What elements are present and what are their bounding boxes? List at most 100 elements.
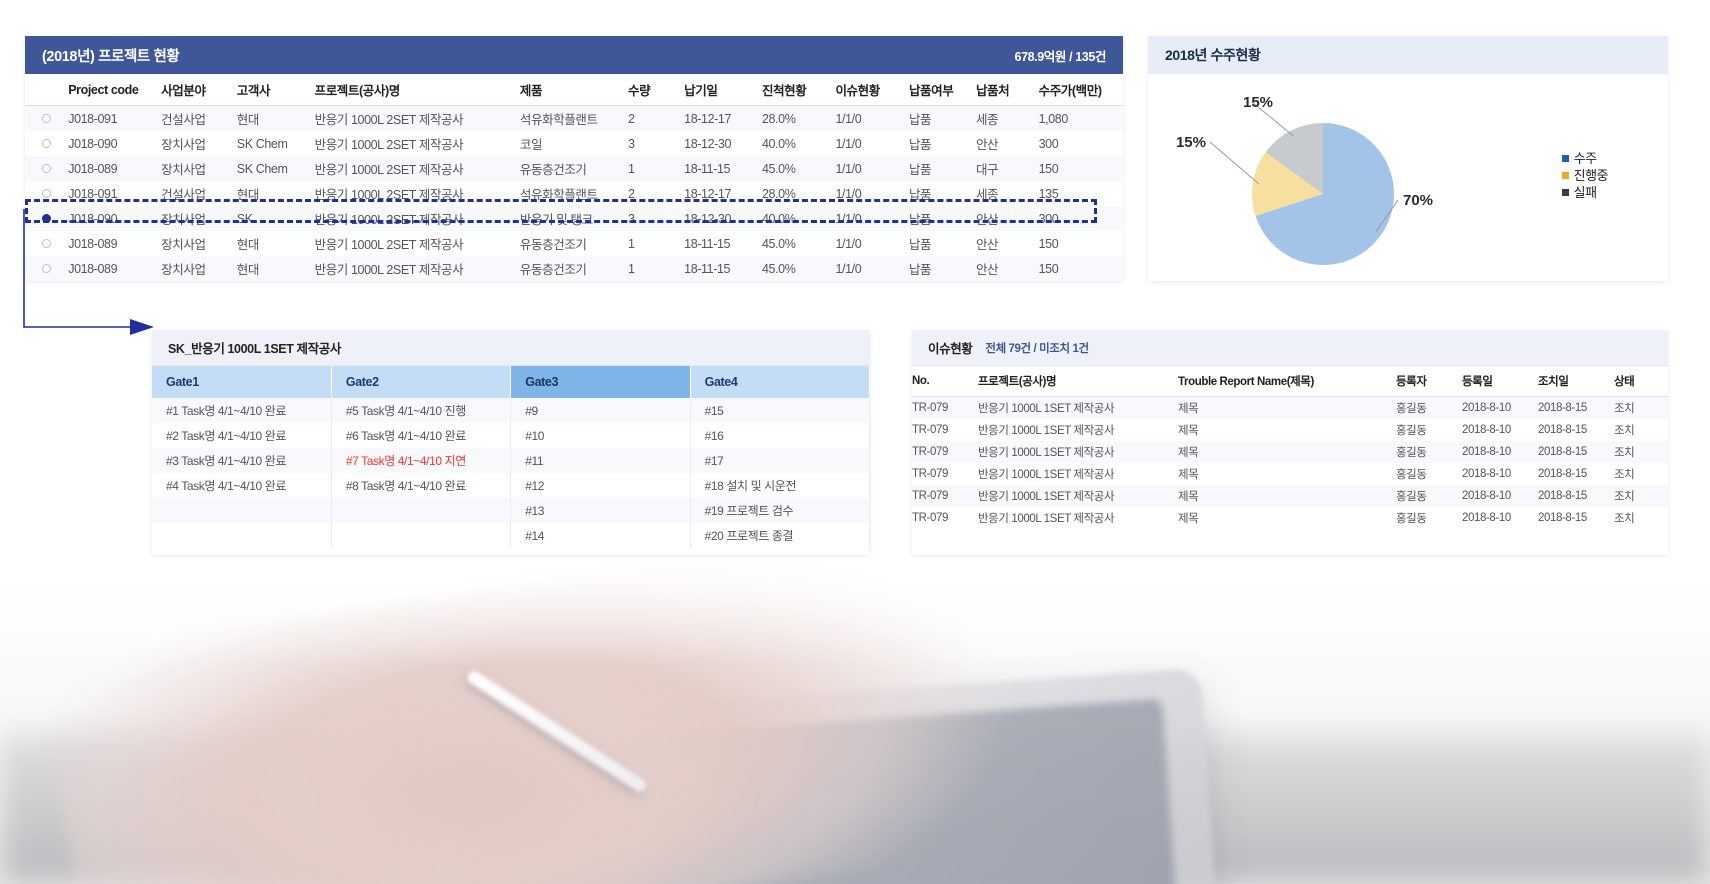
gate-task-cell[interactable]: #3 Task명 4/1~4/10 완료 (152, 448, 332, 473)
project-row-radio[interactable] (25, 181, 68, 206)
issue-table-row[interactable]: TR-079 반응기 1000L 1SET 제작공사 제목 홍길동 2018-8-10 2… (912, 419, 1668, 441)
gate-task-cell[interactable]: #14 (510, 523, 691, 548)
issue-col-project[interactable]: 프로젝트(공사)명 (978, 366, 1178, 397)
project-cell-product: 반응기 및 탱크 (519, 213, 593, 227)
issue-col-no[interactable]: No. (912, 366, 978, 397)
project-cell-issue: 1/1/0 (835, 261, 862, 276)
project-col-field[interactable]: 사업분야 (161, 74, 237, 106)
issue-col-status[interactable]: 상태 (1614, 366, 1668, 397)
project-table-row[interactable]: J018-090 장치사업 SK Chem 반응기 1000L 2SET 제작공사 코일… (25, 131, 1123, 156)
project-row-radio[interactable] (25, 256, 68, 281)
legend-item-실패[interactable]: 실패 (1561, 184, 1608, 201)
project-header-row: Project code 사업분야 고객사 프로젝트(공사)명 제품 수량 납기… (25, 74, 1123, 106)
project-cell-project: 반응기 1000L 2SET 제작공사 (314, 188, 464, 202)
gate-column-gate2[interactable]: Gate2 (331, 366, 512, 398)
project-row-radio[interactable] (25, 156, 68, 181)
project-row-radio[interactable] (25, 206, 68, 231)
project-col-due[interactable]: 납기일 (684, 74, 762, 106)
gate-task-cell[interactable]: #18 설치 및 시운전 (690, 473, 871, 498)
radio-icon[interactable] (42, 263, 52, 273)
gate-table-row: #3 Task명 4/1~4/10 완료 #7 Task명 4/1~4/10 지연… (152, 448, 871, 473)
radio-icon[interactable] (42, 113, 52, 123)
gate-task-cell[interactable]: #20 프로젝트 종결 (690, 523, 871, 548)
project-cell-qty: 1 (627, 236, 635, 251)
project-cell-due: 18-11-15 (684, 161, 731, 176)
issue-cell-status: 조치 (1614, 491, 1635, 503)
gate-task-cell[interactable]: #2 Task명 4/1~4/10 완료 (152, 423, 332, 448)
radio-icon[interactable] (42, 138, 52, 148)
gate-task-cell[interactable]: #5 Task명 4/1~4/10 진행 (331, 398, 512, 423)
issue-cell-project: 반응기 1000L 1SET 제작공사 (978, 425, 1115, 437)
photo-tablet (421, 668, 1219, 884)
issue-col-reg-date[interactable]: 등록일 (1462, 366, 1538, 397)
project-cell-code: J018-089 (68, 161, 118, 176)
gate-task-cell[interactable]: #6 Task명 4/1~4/10 완료 (331, 423, 512, 448)
legend-item-진행중[interactable]: 진행중 (1561, 167, 1609, 184)
project-cell-progress: 28.0% (761, 111, 796, 126)
project-cell-place: 안산 (975, 238, 999, 252)
gate-task-cell[interactable]: #13 (510, 498, 691, 523)
project-col-qty[interactable]: 수량 (627, 74, 685, 106)
project-table-row[interactable]: J018-090 장치사업 SK 반응기 1000L 2SET 제작공사 반응기 및 탱… (25, 206, 1123, 231)
issue-col-register[interactable]: 등록자 (1396, 366, 1462, 397)
pie-leader-line (1251, 101, 1294, 137)
gate-task-cell[interactable]: #4 Task명 4/1~4/10 완료 (152, 473, 332, 498)
project-cell-price: 300 (1038, 136, 1059, 151)
project-col-product[interactable]: 제품 (519, 74, 628, 106)
gate-task-cell[interactable]: #11 (510, 448, 691, 473)
project-table-row[interactable]: J018-091 건설사업 현대 반응기 1000L 2SET 제작공사 석유화학플랜트… (25, 105, 1123, 132)
gate-task-cell[interactable]: #17 (690, 448, 871, 473)
gate-task-cell[interactable]: #10 (510, 423, 691, 448)
gate-task-cell[interactable]: #15 (690, 398, 871, 423)
project-col-issue[interactable]: 이슈현황 (835, 74, 909, 106)
project-table-row[interactable]: J018-089 장치사업 현대 반응기 1000L 2SET 제작공사 유동층건조기 1… (25, 231, 1123, 256)
gate-task-cell[interactable]: #12 (510, 473, 691, 498)
project-cell-code: J018-089 (68, 236, 118, 251)
pie-slice-수주[interactable] (1255, 123, 1394, 265)
project-col-code[interactable]: Project code (68, 74, 162, 106)
gate-column-gate3[interactable]: Gate3 (510, 366, 691, 398)
photo-hand-shadow (160, 665, 780, 884)
project-row-radio[interactable] (25, 231, 68, 256)
project-cell-customer: SK (236, 211, 253, 226)
project-col-delivery[interactable]: 납품여부 (908, 74, 976, 106)
issue-cell-status: 조치 (1614, 469, 1635, 481)
gate-task-cell[interactable]: #8 Task명 4/1~4/10 완료 (331, 473, 512, 498)
radio-icon[interactable] (42, 213, 52, 223)
radio-icon[interactable] (42, 163, 52, 173)
gate-task-cell[interactable]: #1 Task명 4/1~4/10 완료 (152, 398, 332, 423)
gate-table: Gate1 Gate2 Gate3 Gate4 #1 Task명 4/1~4/10 완… (152, 366, 871, 548)
project-row-radio[interactable] (25, 131, 68, 156)
issue-table-row[interactable]: TR-079 반응기 1000L 1SET 제작공사 제목 홍길동 2018-8-10 2… (912, 463, 1668, 485)
project-cell-project: 반응기 1000L 2SET 제작공사 (314, 113, 464, 127)
issue-table-row[interactable]: TR-079 반응기 1000L 1SET 제작공사 제목 홍길동 2018-8-10 2… (912, 507, 1668, 529)
issue-col-trouble[interactable]: Trouble Report Name(제목) (1178, 366, 1396, 397)
radio-icon[interactable] (42, 238, 52, 248)
legend-item-수주[interactable]: 수주 (1561, 150, 1608, 167)
issue-table-row[interactable]: TR-079 반응기 1000L 1SET 제작공사 제목 홍길동 2018-8-10 2… (912, 396, 1668, 419)
project-table-row[interactable]: J018-091 건설사업 현대 반응기 1000L 2SET 제작공사 석유화학플랜트… (25, 181, 1123, 206)
issue-table-row[interactable]: TR-079 반응기 1000L 1SET 제작공사 제목 홍길동 2018-8-10 2… (912, 485, 1668, 507)
gate-task-cell[interactable]: #16 (690, 423, 871, 448)
gate-task-cell[interactable]: #19 프로젝트 검수 (690, 498, 871, 523)
project-row-radio[interactable] (25, 106, 68, 132)
gate-task-cell[interactable]: #9 (510, 398, 691, 423)
gate-column-gate1[interactable]: Gate1 (152, 366, 332, 398)
background-photo (0, 545, 1710, 884)
project-table-row[interactable]: J018-089 장치사업 현대 반응기 1000L 2SET 제작공사 유동층건조기 1… (25, 256, 1123, 281)
radio-icon[interactable] (42, 188, 52, 198)
project-table-row[interactable]: J018-089 장치사업 SK Chem 반응기 1000L 2SET 제작공사 유동… (25, 156, 1123, 181)
gate-column-gate4[interactable]: Gate4 (690, 366, 871, 398)
project-col-price[interactable]: 수주가(백만) (1038, 74, 1123, 106)
issue-cell-no: TR-079 (912, 402, 948, 414)
project-cell-customer: 현대 (236, 188, 260, 202)
project-col-customer[interactable]: 고객사 (236, 74, 315, 106)
issue-table-row[interactable]: TR-079 반응기 1000L 1SET 제작공사 제목 홍길동 2018-8-10 2… (912, 441, 1668, 463)
pie-slice-진행중[interactable] (1252, 152, 1323, 216)
project-col-progress[interactable]: 진척현황 (761, 74, 836, 106)
gate-task-cell[interactable]: #7 Task명 4/1~4/10 지연 (331, 448, 512, 473)
project-col-project[interactable]: 프로젝트(공사)명 (314, 74, 520, 106)
pie-slice-실패[interactable] (1265, 123, 1323, 194)
project-col-place[interactable]: 납품처 (975, 74, 1039, 106)
issue-col-act-date[interactable]: 조치일 (1538, 366, 1614, 397)
